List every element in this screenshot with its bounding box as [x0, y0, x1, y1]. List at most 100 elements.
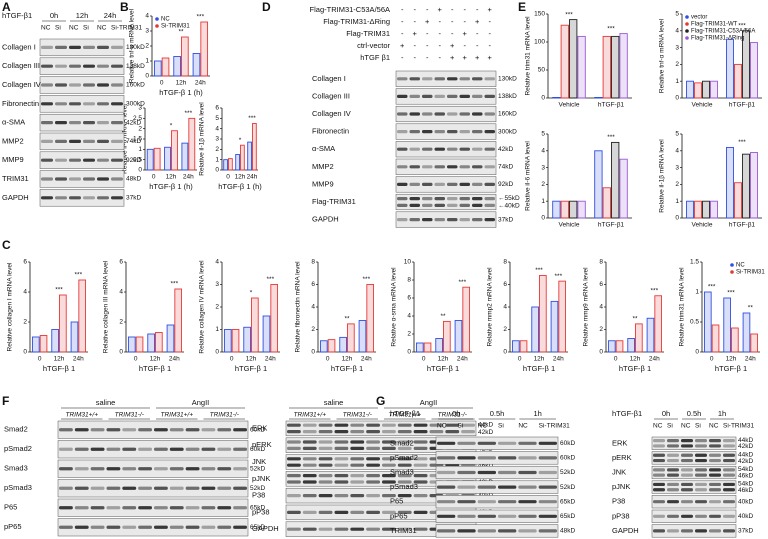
blot-band [437, 456, 456, 460]
blot-strip [395, 141, 497, 158]
y-tick-label: 1 [695, 289, 699, 296]
blot-band [477, 456, 496, 460]
blot-band [154, 506, 168, 510]
blot-size: 60kD [250, 446, 265, 453]
condition-sign: - [489, 29, 492, 38]
blot-band [498, 500, 517, 504]
blot-band [413, 463, 428, 467]
blot-band [154, 428, 168, 432]
bar [694, 200, 702, 219]
blot-band [413, 457, 428, 461]
y-tick-label: 0 [215, 167, 219, 174]
blot-band [409, 77, 420, 81]
blot-size: 46kD [738, 487, 753, 494]
y-axis-label: Relative il-6 mRNA level [525, 141, 532, 211]
y-tick-label: 2 [407, 331, 411, 338]
genotype-label: TRIM31+/+ [160, 412, 193, 419]
blot-band [484, 112, 495, 116]
blot-group: 0h [662, 409, 670, 418]
blot-band [447, 218, 458, 222]
blot-band [397, 112, 408, 116]
blot-band [695, 468, 707, 472]
blot-band [41, 139, 53, 143]
lane-label: NC [437, 423, 447, 430]
blot-row-label: JNK [252, 457, 266, 466]
bar [742, 312, 751, 353]
blot-band [477, 470, 496, 475]
blot-band [185, 428, 200, 432]
blot-band [318, 527, 333, 531]
blot-band [55, 45, 67, 49]
blot-band [350, 474, 365, 478]
condition-sign: - [439, 53, 442, 62]
y-tick-label: 1 [145, 58, 149, 65]
bar [188, 117, 196, 171]
blot-size: 65kD [560, 513, 575, 520]
x-tick-label: 24h [553, 356, 564, 363]
blot-band [74, 486, 89, 490]
blot-row-label: MMP9 [312, 179, 334, 188]
blot-band [472, 218, 483, 222]
y-tick-label: 8 [599, 259, 603, 266]
blot-band [59, 506, 73, 510]
blot-band [69, 102, 81, 106]
blot-band [97, 196, 109, 200]
blot-band [653, 482, 665, 487]
blot-band [413, 423, 428, 427]
blot-band [397, 480, 412, 484]
bar [59, 294, 67, 353]
genotype-label: TRIM31-/- [343, 412, 373, 419]
blot-band [382, 510, 396, 514]
blot-strip [57, 479, 249, 498]
condition-sign: - [476, 29, 479, 38]
bar [569, 200, 578, 219]
bar [726, 38, 734, 99]
blot-row-label: Smad3 [390, 467, 414, 476]
blot-band [318, 440, 333, 444]
blot-band [55, 158, 67, 162]
blot-band [185, 467, 200, 471]
blot-band [472, 182, 483, 186]
blot-band [97, 64, 109, 68]
y-tick-label: 4 [541, 148, 545, 155]
y-tick-label: 0 [407, 349, 411, 356]
bar [750, 152, 758, 219]
blot-band [334, 423, 349, 427]
blot-band [41, 64, 53, 68]
blot-band [55, 83, 67, 87]
y-tick-label: 2 [215, 304, 219, 311]
lane-label: Si [667, 423, 673, 430]
blot-band [422, 182, 433, 186]
legend-marker [730, 270, 734, 274]
panel-label: C [2, 238, 11, 252]
blot-band [69, 177, 81, 181]
blot-band [334, 457, 349, 461]
blot-row-label: pJNK [612, 482, 630, 491]
y-axis-label: Relative trim31 mRNA level [679, 267, 686, 347]
x-tick-label: 0 [710, 356, 714, 363]
blot-band [437, 470, 456, 475]
blot-band [461, 430, 475, 434]
bar [560, 200, 569, 219]
legend-label: Si-TRIM31 [736, 270, 765, 276]
bar [358, 320, 367, 353]
genotype-label: TRIM31+/+ [293, 412, 326, 419]
blot-size: 130kD [126, 44, 145, 51]
x-tick-label: 12h [630, 356, 641, 363]
blot-band [318, 494, 333, 498]
blot-band [723, 529, 735, 533]
y-tick-label: 2 [138, 125, 142, 132]
blot-band [83, 83, 95, 87]
blot-size: 44kD [738, 451, 753, 458]
bar [153, 147, 161, 171]
bar [243, 326, 251, 353]
y-tick-label: 8 [503, 259, 507, 266]
condition-sign: - [414, 17, 417, 26]
blot-row-label: α-SMA [312, 144, 335, 153]
blot-band [709, 468, 721, 472]
blot-strip [39, 57, 125, 75]
x-tick-label: 24h [73, 356, 84, 363]
lane-label: NC [653, 423, 663, 430]
blot-band [138, 467, 152, 471]
bar [164, 146, 171, 171]
